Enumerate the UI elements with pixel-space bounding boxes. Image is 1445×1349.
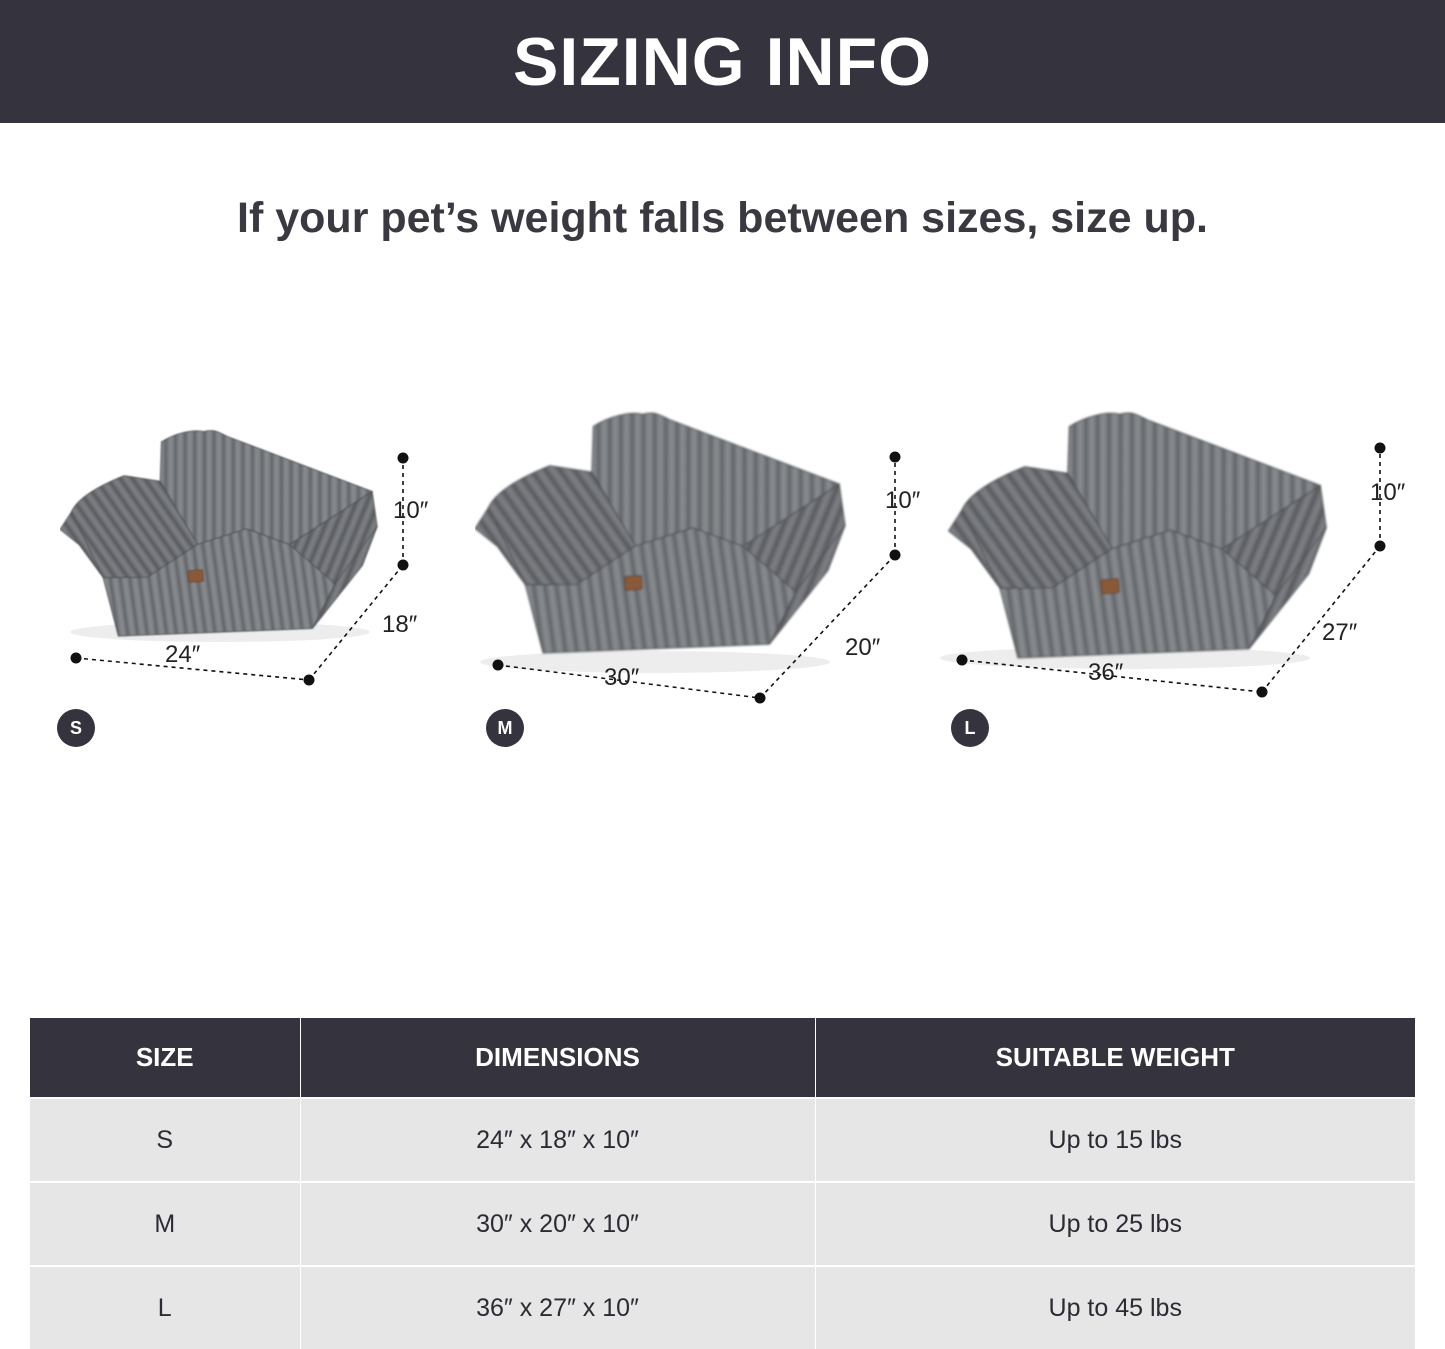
svg-text:20″: 20″ (845, 634, 881, 661)
svg-text:S: S (70, 718, 82, 738)
svg-text:L: L (965, 718, 976, 738)
svg-text:36″: 36″ (1088, 659, 1124, 686)
svg-text:10″: 10″ (885, 487, 921, 514)
svg-text:30″: 30″ (604, 664, 640, 691)
svg-text:10″: 10″ (1370, 479, 1406, 506)
svg-text:M: M (498, 718, 513, 738)
svg-text:24″: 24″ (165, 641, 201, 668)
svg-text:27″: 27″ (1322, 619, 1358, 646)
svg-text:18″: 18″ (382, 611, 418, 638)
svg-text:10″: 10″ (393, 497, 429, 524)
